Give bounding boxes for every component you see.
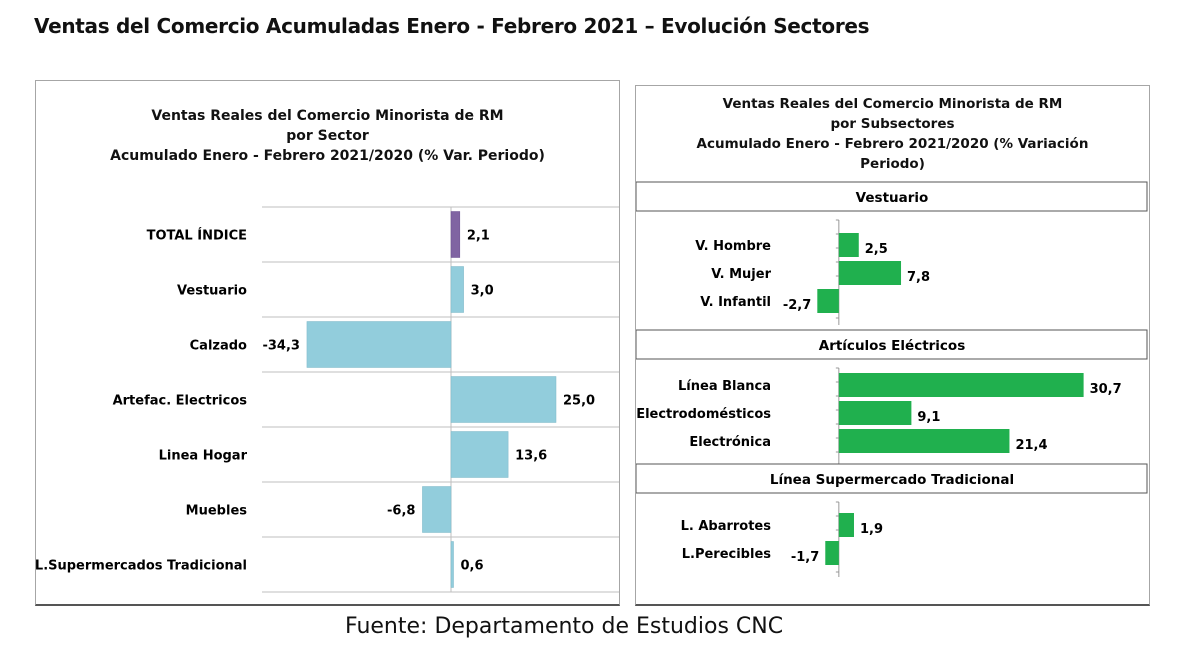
data-label: -1,7	[791, 550, 819, 565]
subsector-chart-title-line: Periodo)	[860, 156, 925, 172]
subsector-chart-title-line: por Subsectores	[830, 116, 955, 132]
data-label: 2,1	[467, 229, 490, 244]
data-label: -34,3	[262, 339, 299, 354]
sector-chart-title-line: Acumulado Enero - Febrero 2021/2020 (% V…	[110, 148, 545, 164]
bar	[838, 429, 1010, 453]
subsector-chart-title-line: Acumulado Enero - Febrero 2021/2020 (% V…	[696, 136, 1089, 152]
bar	[838, 401, 912, 425]
bar	[422, 486, 452, 533]
subsector-chart-panel: Ventas Reales del Comercio Minorista de …	[635, 85, 1150, 606]
bar	[825, 541, 839, 565]
data-label: 30,7	[1090, 382, 1122, 397]
data-label: 21,4	[1015, 438, 1047, 453]
subsector-bar-chart: Vestuario V. Hombre 2,5 V. Mujer 7,8 V. Infan…	[636, 181, 1148, 577]
sector-chart-panel: Ventas Reales del Comercio Minorista de …	[35, 80, 620, 606]
category-label: TOTAL ÍNDICE	[147, 228, 247, 244]
category-label: Artefac. Electricos	[113, 394, 248, 409]
category-label: Línea Blanca	[678, 379, 771, 394]
data-label: 7,8	[907, 270, 930, 285]
group-header-box	[636, 181, 1148, 212]
category-label: Electrodomésticos	[636, 407, 771, 422]
sector-chart-title-line: Ventas Reales del Comercio Minorista de …	[151, 108, 504, 124]
group-header: Vestuario	[856, 190, 929, 206]
group-header-box	[636, 329, 1148, 360]
sector-chart-title-line: por Sector	[286, 128, 369, 144]
data-label: 13,6	[515, 449, 547, 464]
bar	[306, 321, 452, 368]
category-label: Linea Hogar	[159, 449, 248, 464]
category-label: Calzado	[190, 339, 247, 354]
data-label: 25,0	[563, 394, 595, 409]
category-label: V. Mujer	[711, 267, 771, 282]
bar	[450, 266, 464, 313]
category-label: Vestuario	[177, 284, 247, 299]
bar	[450, 211, 461, 258]
subsector-chart-title-line: Ventas Reales del Comercio Minorista de …	[722, 96, 1063, 112]
data-label: -2,7	[783, 298, 811, 313]
bar	[838, 513, 854, 537]
group-header: Artículos Eléctricos	[819, 338, 966, 354]
bar	[450, 431, 509, 478]
sector-chart-title: Ventas Reales del Comercio Minorista de …	[36, 106, 619, 166]
data-label: 1,9	[860, 522, 883, 537]
data-label: -6,8	[387, 504, 415, 519]
category-label: Electrónica	[689, 435, 771, 450]
bar	[838, 233, 859, 257]
source-note: Fuente: Departamento de Estudios CNC	[345, 614, 784, 639]
category-label: L. Abarrotes	[681, 519, 772, 534]
category-label: V. Infantil	[700, 295, 771, 310]
category-label: L.Perecibles	[682, 547, 772, 562]
bar	[450, 376, 557, 423]
data-label: 9,1	[917, 410, 940, 425]
data-label: 0,6	[461, 559, 484, 574]
subsector-chart-title: Ventas Reales del Comercio Minorista de …	[636, 94, 1149, 174]
data-label: 3,0	[471, 284, 494, 299]
bar	[838, 373, 1084, 397]
page-title: Ventas del Comercio Acumuladas Enero - F…	[34, 14, 870, 38]
category-label: V. Hombre	[695, 239, 771, 254]
sector-bar-chart: TOTAL ÍNDICE 2,1 Vestuario 3,0 Calzado -34,3 A…	[36, 206, 619, 593]
category-label: Muebles	[186, 504, 248, 519]
group-header-box	[636, 463, 1148, 494]
bar	[817, 289, 839, 313]
bar	[450, 541, 454, 588]
bar	[838, 261, 902, 285]
data-label: 2,5	[865, 242, 888, 257]
category-label: L.Supermercados Tradicional	[36, 559, 247, 574]
group-header: Línea Supermercado Tradicional	[770, 472, 1014, 488]
